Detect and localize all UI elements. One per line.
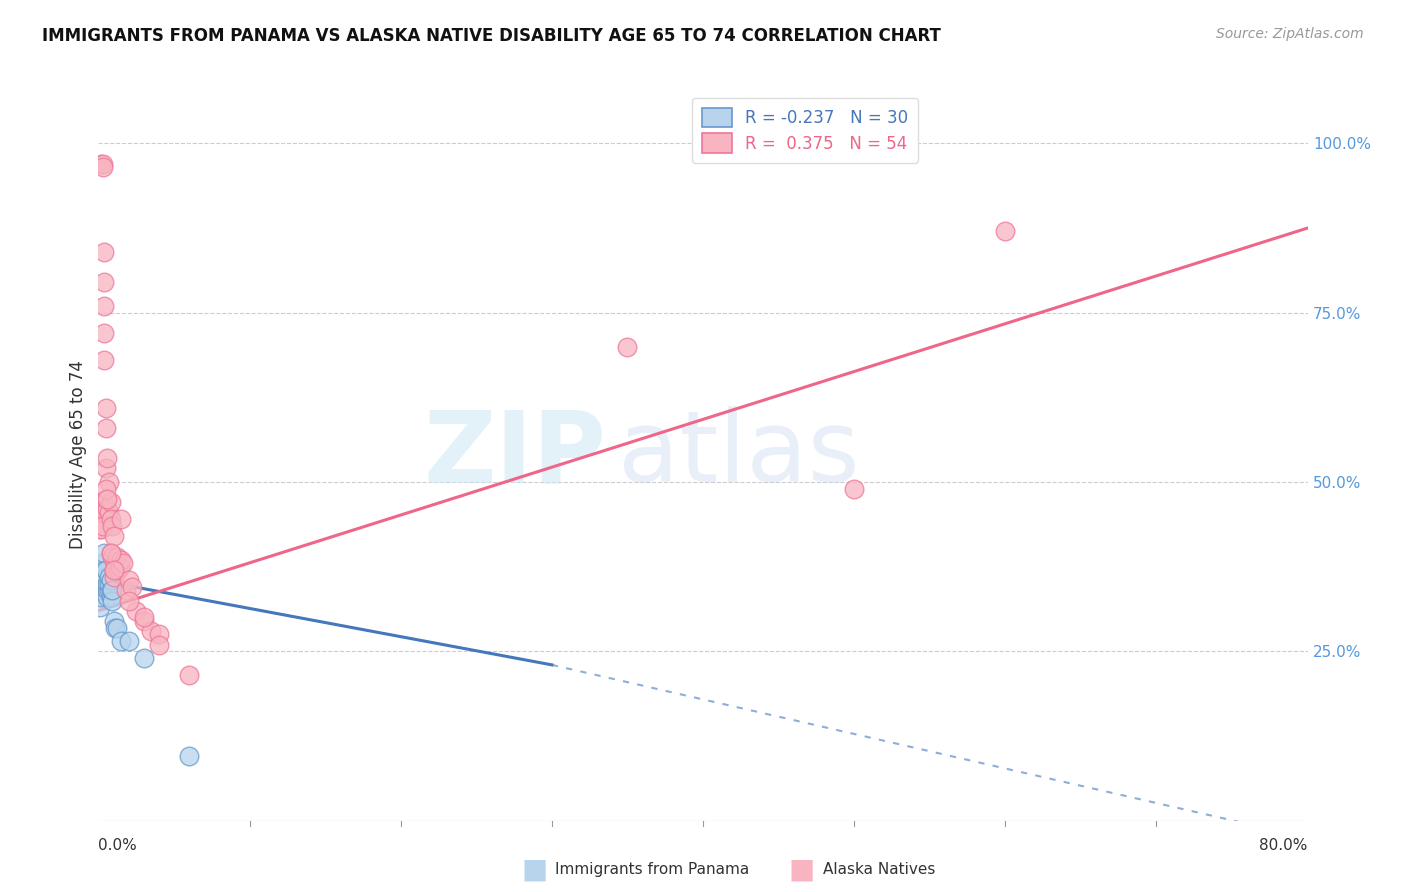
Text: 0.0%: 0.0% — [98, 838, 138, 853]
Text: 80.0%: 80.0% — [1260, 838, 1308, 853]
Point — [94, 491, 117, 506]
Point — [844, 482, 866, 496]
Text: atlas: atlas — [619, 407, 860, 503]
Point — [118, 593, 141, 607]
Point — [93, 299, 115, 313]
Point — [118, 634, 141, 648]
Text: Alaska Natives: Alaska Natives — [823, 863, 935, 877]
Text: IMMIGRANTS FROM PANAMA VS ALASKA NATIVE DISABILITY AGE 65 TO 74 CORRELATION CHAR: IMMIGRANTS FROM PANAMA VS ALASKA NATIVE … — [42, 27, 941, 45]
Point — [93, 353, 115, 368]
Point — [98, 506, 121, 520]
Point — [96, 491, 118, 506]
Point — [132, 614, 155, 628]
Point — [105, 621, 128, 635]
Point — [148, 638, 170, 652]
Point — [121, 580, 143, 594]
Point — [111, 556, 134, 570]
Point — [110, 634, 132, 648]
Point — [108, 559, 131, 574]
Point — [96, 502, 118, 516]
Point — [110, 512, 132, 526]
Text: Source: ZipAtlas.com: Source: ZipAtlas.com — [1216, 27, 1364, 41]
Point — [103, 563, 125, 577]
Point — [94, 580, 117, 594]
Point — [100, 573, 122, 587]
Point — [89, 523, 111, 537]
Point — [90, 157, 112, 171]
Point — [90, 523, 112, 537]
Point — [98, 475, 121, 489]
Point — [100, 495, 122, 509]
Point — [96, 583, 118, 598]
Point — [103, 614, 125, 628]
Point — [96, 451, 118, 466]
Point — [101, 583, 124, 598]
Point — [90, 590, 112, 604]
Point — [96, 576, 118, 591]
Point — [94, 461, 117, 475]
Point — [103, 570, 125, 584]
Point — [94, 563, 117, 577]
Point — [100, 546, 122, 560]
Point — [94, 482, 117, 496]
Y-axis label: Disability Age 65 to 74: Disability Age 65 to 74 — [69, 360, 87, 549]
Point — [100, 590, 122, 604]
Point — [98, 576, 121, 591]
Point — [93, 546, 115, 560]
Point — [93, 326, 115, 340]
Point — [91, 556, 114, 570]
Point — [91, 160, 114, 174]
Point — [114, 583, 136, 598]
Point — [141, 624, 163, 638]
Point — [89, 600, 111, 615]
Point — [93, 275, 115, 289]
Point — [93, 244, 115, 259]
Point — [100, 546, 122, 560]
Point — [107, 563, 129, 577]
Point — [103, 529, 125, 543]
Point — [90, 583, 112, 598]
Legend: R = -0.237   N = 30, R =  0.375   N = 54: R = -0.237 N = 30, R = 0.375 N = 54 — [692, 97, 918, 162]
Point — [105, 549, 128, 564]
Point — [91, 157, 114, 171]
Point — [91, 519, 114, 533]
Point — [94, 421, 117, 435]
Point — [179, 668, 201, 682]
Point — [90, 506, 112, 520]
Point — [104, 621, 127, 635]
Text: ZIP: ZIP — [423, 407, 606, 503]
Point — [98, 583, 121, 598]
Point — [101, 549, 124, 564]
Point — [125, 604, 148, 618]
Point — [94, 570, 117, 584]
Point — [96, 590, 118, 604]
Point — [148, 627, 170, 641]
Point — [110, 553, 132, 567]
Point — [103, 563, 125, 577]
Point — [100, 583, 122, 598]
Text: ■: ■ — [789, 855, 814, 884]
Text: ■: ■ — [522, 855, 547, 884]
Point — [91, 502, 114, 516]
Point — [100, 512, 122, 526]
Text: Immigrants from Panama: Immigrants from Panama — [555, 863, 749, 877]
Point — [101, 593, 124, 607]
Point — [94, 573, 117, 587]
Point — [132, 651, 155, 665]
Point — [118, 573, 141, 587]
Point — [91, 576, 114, 591]
Point — [104, 556, 127, 570]
Point — [98, 570, 121, 584]
Point — [91, 566, 114, 581]
Point — [93, 563, 115, 577]
Point — [101, 519, 124, 533]
Point — [179, 749, 201, 764]
Point — [994, 224, 1017, 238]
Point — [94, 401, 117, 415]
Point — [616, 340, 638, 354]
Point — [132, 610, 155, 624]
